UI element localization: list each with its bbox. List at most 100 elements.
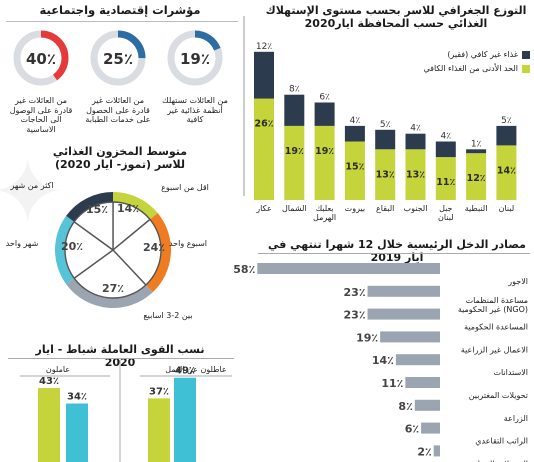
- indicator-value: 19٪: [180, 50, 210, 68]
- workforce-bar: [148, 398, 170, 462]
- geo-bar-min: [405, 149, 426, 200]
- geo-category-label: لبنان: [438, 213, 454, 222]
- income-category-label: غير الحكومية (NGO): [458, 305, 528, 314]
- geo-label-poor: 4٪: [441, 132, 452, 142]
- geo-category-label: الشمال: [282, 204, 307, 213]
- income-bar: [380, 331, 440, 343]
- workforce-category-label: عاملون: [46, 365, 70, 374]
- income-category-label: الاستدانات: [493, 368, 528, 377]
- geo-bar-poor: [405, 133, 426, 150]
- workforce-bar: [38, 388, 60, 462]
- geo-bar-min: [375, 149, 396, 200]
- income-value-label: 19٪: [356, 331, 378, 344]
- pie-category-label: شهر واحد: [6, 239, 39, 248]
- geo-label-min: 26٪: [254, 119, 273, 130]
- geo-bar-min: [435, 157, 456, 200]
- geo-legend: غذاء غير كافي (فقير) الحد الأدنى من الغذ…: [390, 50, 530, 73]
- geo-category-label: عكار: [255, 204, 272, 213]
- indicator-ring: 40٪: [13, 30, 69, 86]
- geo-label-min: 11٪: [436, 177, 455, 188]
- pie-category-label: بين 2-3 اسابيع: [143, 311, 192, 320]
- income-category-label: الاجور: [507, 277, 528, 286]
- geo-label-min: 12٪: [467, 173, 486, 184]
- indicator-caption: من العائلات غير قادرة على الوصول الى الح…: [9, 96, 73, 134]
- geo-category-label: الهرمل: [313, 213, 336, 222]
- geo-bar-min: [466, 153, 487, 200]
- geo-bar-min: [284, 125, 305, 200]
- legend-min-label: الحد الأدنى من الغذاء الكافي: [423, 64, 518, 73]
- geo-label-poor: 4٪: [410, 124, 421, 134]
- legend-min: الحد الأدنى من الغذاء الكافي: [390, 64, 530, 73]
- income-bar: [433, 445, 440, 457]
- indicator-1: 25٪ من العائلات غير قادرة على الحصول على …: [82, 26, 154, 144]
- indicators-title: مؤشرات إقتصادية واجتماعية: [39, 3, 201, 17]
- indicator-ring: 25٪: [90, 30, 146, 86]
- income-title-rule: [258, 253, 530, 254]
- geo-label-min: 19٪: [285, 146, 304, 157]
- income-category-label: الراتب التقاعدي: [475, 437, 528, 446]
- income-value-label: 23٪: [344, 286, 366, 299]
- geo-category-label: بعلبك: [316, 204, 334, 213]
- workforce-rule: [8, 358, 234, 359]
- geo-bar-poor: [254, 51, 274, 99]
- pie-title: متوسط المخزون الغذائي للاسر (تموز- ايار …: [52, 145, 188, 171]
- indicator-0: 19٪ من العائلات تستهلك أنظمة غذائية غير ك…: [159, 26, 231, 144]
- pie-slice-inner: [111, 218, 162, 286]
- income-bar: [405, 377, 440, 388]
- geo-label-min: 14٪: [497, 165, 516, 176]
- income-category-label: التحويلات المحلية: [471, 459, 528, 462]
- geo-bar-min: [496, 145, 517, 200]
- geo-category-label: البقاع: [376, 204, 394, 213]
- geo-bar-min: [314, 125, 335, 200]
- indicator-value: 25٪: [103, 50, 133, 68]
- geo-label-poor: 1٪: [471, 139, 482, 149]
- geo-label-poor: 6٪: [319, 93, 330, 103]
- income-value-label: 11٪: [381, 377, 403, 390]
- income-category-label: مساعدة المنظمات: [466, 296, 528, 305]
- pie-value-label: 20٪: [61, 240, 83, 253]
- indicator-ring-fill: [167, 30, 223, 86]
- workforce-category-label: عاطلون عن العمل: [165, 365, 226, 374]
- geo-category-label: جبل: [439, 204, 452, 213]
- income-category-label: تحويلات المغتربين: [469, 391, 528, 400]
- income-category-label: الزراعة: [504, 414, 528, 423]
- pie-slice-inner: [73, 201, 114, 252]
- workforce-bar: [66, 403, 88, 462]
- geo-label-min: 15٪: [345, 162, 364, 173]
- workforce-value-label: 34٪: [67, 392, 87, 403]
- indicator-ring-fill: [13, 30, 69, 86]
- geo-bar-poor: [466, 149, 487, 154]
- geo-label-poor: 5٪: [501, 116, 512, 126]
- income-value-label: 8٪: [398, 400, 412, 413]
- income-value-label: 58٪: [233, 263, 255, 276]
- geo-bar-poor: [314, 102, 335, 126]
- geo-label-min: 13٪: [406, 169, 425, 180]
- watermark-logo: ✦: [0, 140, 66, 245]
- income-bar: [367, 285, 440, 297]
- legend-swatch-lime: [522, 64, 530, 73]
- geo-bar-poor: [284, 94, 305, 126]
- income-bar: [257, 263, 440, 274]
- income-title: مصادر الدخل الرئيسية خلال 12 شهرا تنتهي …: [268, 238, 526, 264]
- geo-label-min: 19٪: [315, 146, 334, 157]
- income-value-label: 23٪: [344, 309, 366, 322]
- geo-bar-poor: [435, 141, 456, 158]
- pie-slice-inner: [64, 220, 115, 280]
- geo-label-poor: 4٪: [350, 116, 361, 126]
- pie-value-label: 14٪: [117, 202, 139, 215]
- indicators-rule: [6, 21, 238, 22]
- pie-chart: 14٪ اقل من اسبوع 24٪ اسبوع واحد 27٪ بين 2-3 ا…: [6, 181, 209, 320]
- indicator-caption: من العائلات تستهلك أنظمة غذائية غير كافي…: [162, 96, 228, 124]
- workforce-value-label: 43٪: [39, 376, 59, 387]
- legend-swatch-dark: [522, 50, 530, 59]
- geo-category-label: لبنان: [499, 204, 515, 213]
- geo-label-poor: 5٪: [380, 120, 391, 130]
- legend-poor: غذاء غير كافي (فقير): [390, 50, 530, 59]
- geo-bar-min: [254, 98, 274, 200]
- indicator-caption: من العائلات غير قادرة على الحصول على خدم…: [85, 96, 151, 124]
- geo-bar-min: [344, 141, 365, 200]
- pie-category-label: اكثر من شهر: [9, 181, 53, 190]
- geo-bar-poor: [344, 125, 365, 142]
